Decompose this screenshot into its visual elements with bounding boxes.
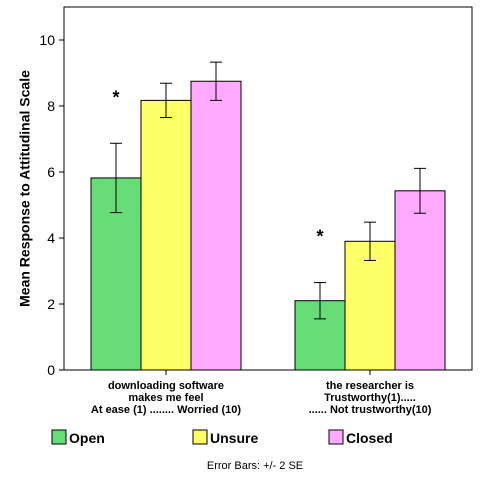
error-bars	[110, 61, 426, 320]
y-axis-label: Mean Response to Attitudinal Scale	[17, 70, 33, 307]
legend-swatch-open	[51, 429, 67, 445]
y-tick-label: 4	[47, 230, 55, 246]
y-tick-label: 6	[47, 164, 55, 180]
legend-label-unsure: Unsure	[210, 430, 258, 446]
legend-label-open: Open	[69, 430, 105, 446]
y-tick-label: 10	[39, 32, 55, 48]
y-axis: 0 2 4 6 8 10	[39, 32, 64, 378]
bar-closed-0	[190, 80, 242, 371]
legend-swatch-unsure	[192, 429, 208, 445]
legend-label-closed: Closed	[346, 430, 393, 446]
y-tick-label: 8	[47, 98, 55, 114]
bar-closed-1	[394, 190, 446, 371]
significance-asterisk: *	[316, 227, 323, 247]
x-category-label: At ease (1) ........ Worried (10)	[91, 404, 242, 416]
x-category-label: makes me feel	[128, 392, 203, 404]
legend-swatch-closed	[328, 429, 344, 445]
bar-unsure-1	[344, 240, 396, 371]
x-category-label: downloading software	[108, 380, 224, 392]
y-tick-label: 2	[47, 296, 55, 312]
legend: Open Unsure Closed	[51, 429, 393, 446]
error-bars-footnote: Error Bars: +/- 2 SE	[207, 460, 303, 472]
x-category-label: ...... Not trustworthy(10)	[309, 404, 432, 416]
significance-asterisk: *	[112, 87, 119, 107]
y-tick-label: 0	[47, 362, 55, 378]
significance-annotations: **	[112, 87, 323, 246]
bar-unsure-0	[140, 99, 192, 371]
x-category-label: the researcher is	[326, 380, 414, 392]
x-category-label: Trustworthy(1).....	[324, 392, 416, 404]
